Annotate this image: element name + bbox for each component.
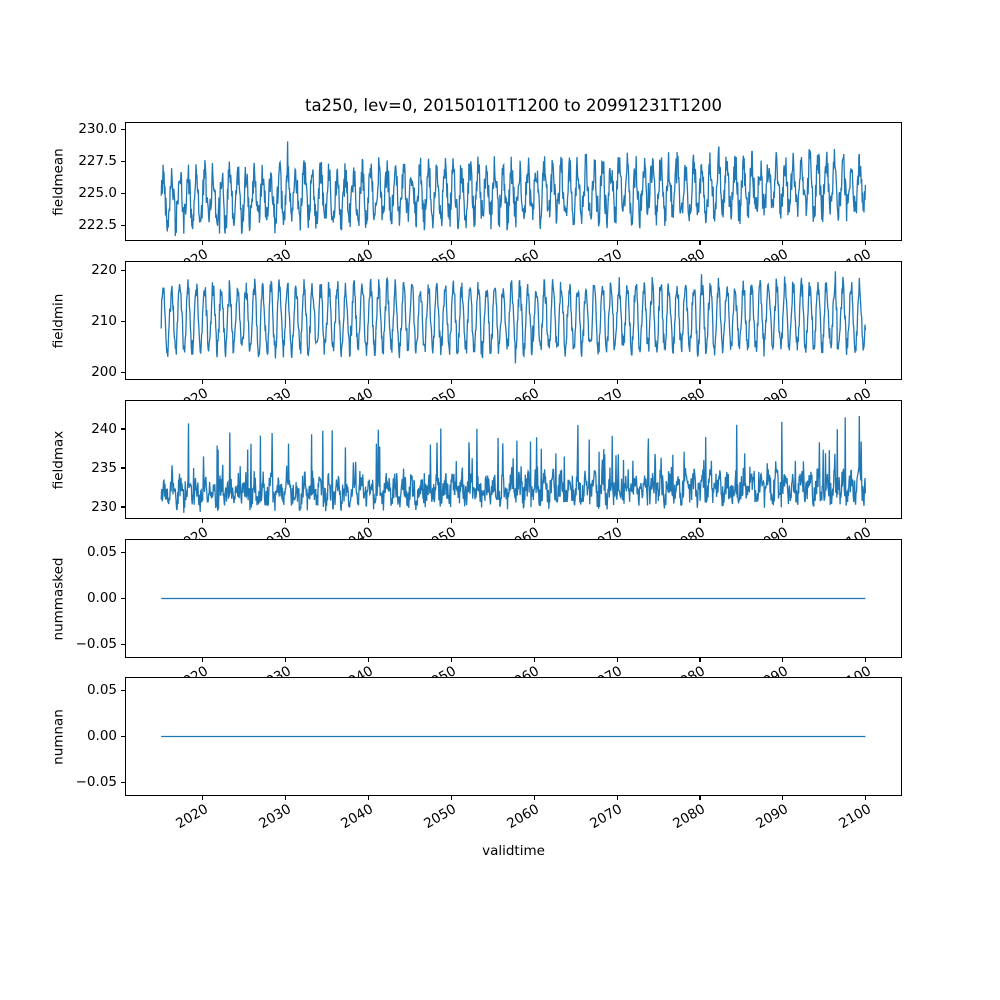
y-tick-mark — [121, 193, 125, 195]
line-series-nummasked — [161, 597, 866, 600]
x-tick-mark — [450, 795, 452, 800]
x-tick-mark — [367, 240, 370, 245]
x-tick-mark — [450, 657, 452, 662]
line-series-fieldmean — [160, 141, 867, 237]
x-tick-mark — [450, 379, 452, 384]
x-tick-mark — [284, 795, 287, 800]
y-tick-mark — [121, 643, 125, 646]
y-tick-label: −0.05 — [75, 774, 117, 791]
y-tick-mark — [121, 781, 125, 784]
y-tick-mark — [121, 160, 125, 163]
x-tick-mark — [533, 240, 535, 245]
x-tick-mark — [865, 240, 867, 245]
x-tick-mark — [450, 518, 452, 523]
x-tick-mark — [202, 657, 204, 662]
y-tick-mark — [121, 551, 125, 554]
y-tick-label: 240 — [91, 420, 117, 437]
x-tick-mark — [616, 518, 618, 523]
x-tick-mark — [202, 518, 204, 523]
x-tick-mark — [202, 379, 204, 384]
x-tick-mark — [367, 657, 370, 662]
y-tick-mark — [121, 372, 125, 374]
x-axis-label: validtime — [482, 843, 545, 859]
x-tick-mark — [284, 518, 287, 523]
y-tick-label: 227.5 — [78, 153, 117, 170]
line-series-fieldmin — [160, 271, 867, 364]
y-tick-label: 0.00 — [86, 728, 117, 744]
x-tick-mark — [782, 795, 784, 800]
subplot-nummasked: nummasked−0.050.000.05202020302040205020… — [51, 539, 902, 694]
x-tick-mark — [616, 379, 618, 384]
x-tick-mark — [367, 795, 370, 800]
y-axis-label-nummasked: nummasked — [50, 557, 67, 640]
subplot-fieldmax: fieldmax23023524020202030204020502060207… — [51, 400, 902, 555]
y-tick-mark — [121, 467, 125, 469]
x-tick-mark — [865, 379, 867, 384]
x-tick-mark — [284, 657, 287, 662]
y-tick-label: 0.00 — [86, 590, 117, 606]
x-tick-mark — [202, 795, 204, 800]
y-tick-label: 235 — [91, 459, 117, 476]
x-tick-mark — [865, 657, 867, 662]
y-tick-label: 230 — [91, 498, 117, 515]
x-tick-mark — [616, 657, 618, 662]
y-tick-mark — [121, 269, 125, 271]
y-tick-label: 225.0 — [78, 185, 117, 202]
x-tick-mark — [782, 379, 784, 384]
x-tick-mark — [782, 240, 784, 245]
y-tick-mark — [121, 128, 125, 131]
x-tick-mark — [699, 657, 701, 662]
y-tick-label: 210 — [91, 313, 117, 330]
y-tick-label: 0.05 — [86, 681, 117, 698]
subplot-fieldmin: fieldmin20021022020202030204020502060207… — [51, 261, 902, 416]
x-tick-mark — [699, 795, 701, 800]
x-tick-mark — [533, 795, 535, 800]
chart-title: ta250, lev=0, 20150101T1200 to 20991231T… — [304, 96, 723, 115]
y-tick-mark — [121, 320, 125, 323]
x-tick-mark — [284, 379, 287, 384]
y-tick-label: 230.0 — [78, 120, 117, 137]
x-tick-mark — [284, 240, 287, 245]
subplot-numnan: numnan −0.05 0.00 0.05 2020 2030 2040 2050 2060 2… — [51, 677, 902, 832]
y-axis-label-fieldmin: fieldmin — [50, 293, 67, 348]
x-tick-mark — [782, 518, 784, 523]
x-tick-mark — [367, 379, 370, 384]
y-tick-label: 0.05 — [86, 543, 117, 560]
x-tick-mark — [782, 657, 784, 662]
x-tick-mark — [699, 240, 701, 245]
y-tick-mark — [121, 597, 125, 600]
y-axis-label-fieldmean: fieldmean — [50, 147, 67, 216]
x-tick-mark — [616, 795, 618, 800]
x-tick-mark — [367, 518, 370, 523]
y-tick-label: 200 — [91, 364, 117, 381]
y-axis-label-fieldmax: fieldmax — [50, 430, 67, 489]
y-tick-mark — [121, 689, 125, 692]
y-tick-mark — [121, 428, 125, 430]
y-tick-label: 220 — [91, 261, 117, 278]
x-tick-mark — [699, 518, 701, 523]
y-tick-label: 222.5 — [78, 217, 117, 234]
x-tick-mark — [533, 518, 535, 523]
line-series-fieldmax — [160, 415, 867, 513]
y-tick-mark — [121, 735, 125, 738]
x-tick-mark — [533, 379, 535, 384]
x-tick-mark — [450, 240, 452, 245]
x-tick-mark — [699, 379, 701, 384]
x-tick-mark — [202, 240, 204, 245]
x-tick-mark — [865, 518, 867, 523]
y-axis-label-numnan: numnan — [50, 708, 67, 765]
x-tick-mark — [616, 240, 618, 245]
x-tick-mark — [533, 657, 535, 662]
subplot-fieldmean: fieldmean222.5225.0227.5230.020202030204… — [51, 121, 902, 277]
y-tick-mark — [121, 225, 125, 227]
y-tick-mark — [121, 506, 125, 508]
y-tick-label: −0.05 — [75, 636, 117, 653]
x-tick-mark — [865, 795, 867, 800]
line-series-numnan — [161, 735, 866, 738]
